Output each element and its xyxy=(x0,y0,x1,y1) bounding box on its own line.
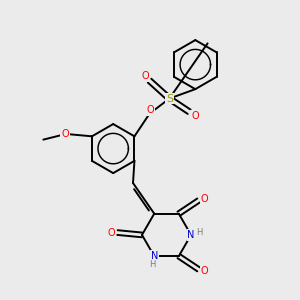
Text: H: H xyxy=(149,260,155,269)
Text: N: N xyxy=(188,230,195,240)
Text: O: O xyxy=(191,111,199,121)
Text: O: O xyxy=(61,129,69,139)
Text: O: O xyxy=(201,194,208,204)
Text: O: O xyxy=(147,105,154,116)
Text: S: S xyxy=(166,94,173,103)
Text: O: O xyxy=(142,71,150,81)
Text: H: H xyxy=(196,228,203,237)
Text: O: O xyxy=(201,266,208,276)
Text: O: O xyxy=(107,228,115,238)
Text: N: N xyxy=(151,251,158,261)
